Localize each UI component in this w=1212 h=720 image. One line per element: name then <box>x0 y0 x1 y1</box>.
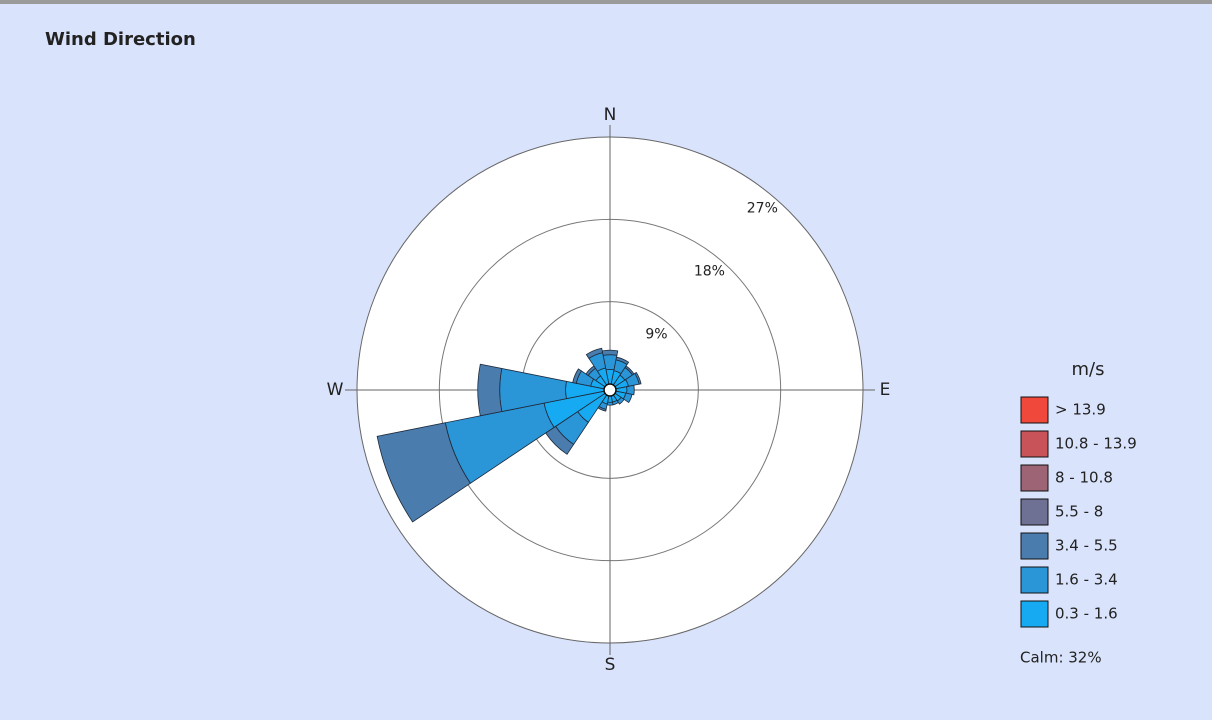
legend-label: 1.6 - 3.4 <box>1055 571 1118 589</box>
legend-swatch <box>1020 430 1049 458</box>
legend-swatch <box>1020 498 1049 526</box>
rose-segment <box>622 392 633 404</box>
legend-label: 3.4 - 5.5 <box>1055 537 1118 555</box>
r-tick-label: 27% <box>747 200 778 216</box>
legend-swatch <box>1020 566 1049 594</box>
direction-label: E <box>880 380 891 400</box>
rose-segment <box>572 368 582 384</box>
rose-segment <box>585 347 604 359</box>
legend-label: 5.5 - 8 <box>1055 503 1103 521</box>
rose-segment <box>634 371 642 385</box>
legend-swatch <box>1020 396 1049 424</box>
r-tick-label: 18% <box>694 264 725 280</box>
rose-segment <box>601 349 619 356</box>
legend-swatch <box>1020 464 1049 492</box>
direction-label: W <box>327 380 344 400</box>
top-border <box>0 0 1212 4</box>
calm-circle <box>603 383 617 397</box>
direction-label: N <box>604 105 617 125</box>
rose-segment <box>616 396 625 405</box>
legend-title: m/s <box>1072 359 1105 380</box>
legend-label: 0.3 - 1.6 <box>1055 605 1118 623</box>
legend-swatch <box>1020 532 1049 560</box>
direction-label: S <box>605 655 616 675</box>
legend-swatch <box>1020 600 1049 628</box>
rose-segment <box>615 356 630 366</box>
legend-label: 10.8 - 13.9 <box>1055 435 1137 453</box>
rose-segment <box>626 384 635 396</box>
rose-segment <box>376 422 471 523</box>
rose-segment <box>477 363 503 417</box>
chart-title: Wind Direction <box>45 29 196 50</box>
r-tick-label: 9% <box>645 327 667 343</box>
rose-segment <box>606 401 614 406</box>
legend-label: 8 - 10.8 <box>1055 469 1113 487</box>
legend-label: > 13.9 <box>1055 401 1106 419</box>
calm-label: Calm: 32% <box>1020 649 1102 667</box>
